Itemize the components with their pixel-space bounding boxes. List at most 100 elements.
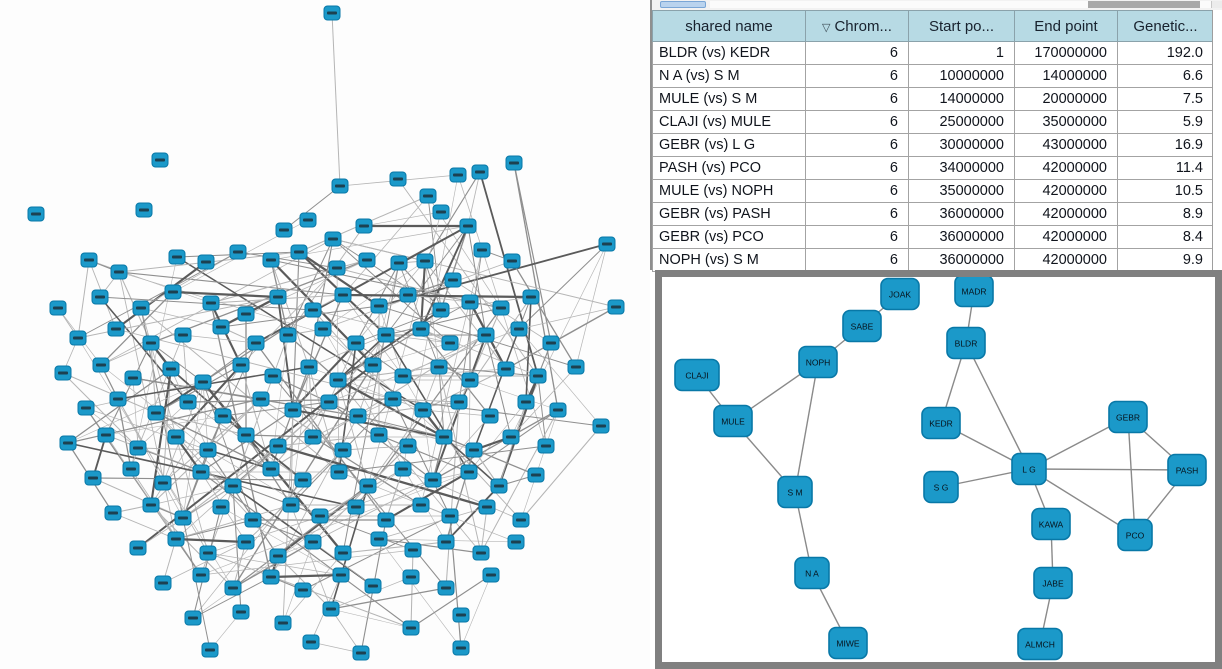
cell-shared-name[interactable]: MULE (vs) NOPH	[652, 179, 806, 203]
cell-shared-name[interactable]: GEBR (vs) PASH	[652, 202, 806, 226]
cell-value[interactable]: 35000000	[1014, 110, 1118, 134]
table-row[interactable]: GEBR (vs) PCO 6 36000000 42000000 8.4	[652, 225, 1214, 249]
column-header-start-po---[interactable]: Start po...	[908, 10, 1015, 42]
table-row[interactable]: GEBR (vs) L G 6 30000000 43000000 16.9	[652, 133, 1214, 157]
cell-shared-name[interactable]: N A (vs) S M	[652, 64, 806, 88]
network-node-mule[interactable]: MULE	[713, 404, 753, 438]
cell-value[interactable]: 42000000	[1014, 179, 1118, 203]
network-edge	[467, 171, 481, 227]
cell-value[interactable]: 10.5	[1117, 179, 1214, 203]
cell-value[interactable]: 9.9	[1117, 248, 1214, 272]
node-label	[201, 260, 211, 264]
cell-value[interactable]: 6	[805, 41, 909, 65]
cell-value[interactable]: 11.4	[1117, 156, 1214, 180]
table-row[interactable]: NOPH (vs) S M 6 36000000 42000000 9.9	[652, 248, 1214, 272]
network-node-sm[interactable]: S M	[777, 475, 813, 509]
network-node-jabe[interactable]: JABE	[1033, 566, 1073, 600]
node-label	[139, 208, 149, 212]
cell-value[interactable]: 42000000	[1014, 156, 1118, 180]
network-node-kawa[interactable]: KAWA	[1031, 507, 1071, 541]
cell-value[interactable]: 35000000	[908, 179, 1015, 203]
filter-icon[interactable]: ▽	[822, 21, 831, 34]
cell-value[interactable]: 42000000	[1014, 202, 1118, 226]
column-header-end-point[interactable]: End point	[1014, 10, 1118, 42]
cell-value[interactable]: 6	[805, 87, 909, 111]
network-node-miwe[interactable]: MIWE	[828, 626, 868, 660]
table-row[interactable]: MULE (vs) NOPH 6 35000000 42000000 10.5	[652, 179, 1214, 203]
table-row[interactable]: N A (vs) S M 6 10000000 14000000 6.6	[652, 64, 1214, 88]
scrollbar-thumb-gray[interactable]	[1088, 1, 1200, 8]
main-network-canvas[interactable]	[0, 0, 650, 669]
table-row[interactable]: PASH (vs) PCO 6 34000000 42000000 11.4	[652, 156, 1214, 180]
cell-value[interactable]: 30000000	[908, 133, 1015, 157]
table-row[interactable]: MULE (vs) S M 6 14000000 20000000 7.5	[652, 87, 1214, 111]
network-node-almch[interactable]: ALMCH	[1017, 627, 1063, 661]
network-node-joak[interactable]: JOAK	[880, 277, 920, 311]
cell-shared-name[interactable]: NOPH (vs) S M	[652, 248, 806, 272]
network-node-sabe[interactable]: SABE	[842, 309, 882, 343]
cell-value[interactable]: 6	[805, 133, 909, 157]
cell-value[interactable]: 14000000	[1014, 64, 1118, 88]
scrollbar-thumb-blue[interactable]	[660, 1, 706, 8]
cell-value[interactable]: 6	[805, 202, 909, 226]
cell-value[interactable]: 20000000	[1014, 87, 1118, 111]
network-node-pco[interactable]: PCO	[1117, 518, 1153, 552]
node-label	[465, 300, 475, 304]
cell-value[interactable]: 36000000	[908, 202, 1015, 226]
cell-value[interactable]: 10000000	[908, 64, 1015, 88]
cell-value[interactable]: 170000000	[1014, 41, 1118, 65]
network-node-claji[interactable]: CLAJI	[674, 358, 720, 392]
network-node-na[interactable]: N A	[794, 556, 830, 590]
cell-value[interactable]: 42000000	[1014, 248, 1118, 272]
cell-value[interactable]: 1	[908, 41, 1015, 65]
cell-value[interactable]: 5.9	[1117, 110, 1214, 134]
cell-value[interactable]: 6.6	[1117, 64, 1214, 88]
node-label: KAWA	[1039, 520, 1064, 530]
table-row[interactable]: CLAJI (vs) MULE 6 25000000 35000000 5.9	[652, 110, 1214, 134]
cell-shared-name[interactable]: BLDR (vs) KEDR	[652, 41, 806, 65]
cell-value[interactable]: 6	[805, 248, 909, 272]
cell-value[interactable]: 7.5	[1117, 87, 1214, 111]
cell-value[interactable]: 6	[805, 179, 909, 203]
cell-value[interactable]: 36000000	[908, 225, 1015, 249]
cell-value[interactable]: 6	[805, 110, 909, 134]
scrollbar-track[interactable]	[710, 1, 1212, 8]
cell-value[interactable]: 8.9	[1117, 202, 1214, 226]
network-node-sg[interactable]: S G	[923, 470, 959, 504]
cell-value[interactable]: 14000000	[908, 87, 1015, 111]
cell-value[interactable]: 42000000	[1014, 225, 1118, 249]
table-row[interactable]: GEBR (vs) PASH 6 36000000 42000000 8.9	[652, 202, 1214, 226]
column-header-chrom---[interactable]: ▽ Chrom...	[805, 10, 909, 42]
subnetwork-canvas-area[interactable]: JOAK MADR SABE BLDR NOPH CLAJI MULE KEDR GEBR L G…	[662, 277, 1215, 662]
cell-value[interactable]: 192.0	[1117, 41, 1214, 65]
cell-value[interactable]: 16.9	[1117, 133, 1214, 157]
cell-shared-name[interactable]: CLAJI (vs) MULE	[652, 110, 806, 134]
cell-value[interactable]: 36000000	[908, 248, 1015, 272]
network-node-lg[interactable]: L G	[1011, 452, 1047, 486]
cell-shared-name[interactable]: GEBR (vs) L G	[652, 133, 806, 157]
main-network-panel[interactable]	[0, 0, 650, 669]
network-node-pash[interactable]: PASH	[1167, 453, 1207, 487]
network-node-madr[interactable]: MADR	[954, 277, 994, 308]
network-node-bldr[interactable]: BLDR	[946, 326, 986, 360]
network-node-kedr[interactable]: KEDR	[921, 406, 961, 440]
cell-value[interactable]: 25000000	[908, 110, 1015, 134]
network-edge	[137, 447, 414, 551]
network-node-gebr[interactable]: GEBR	[1108, 400, 1148, 434]
table-row[interactable]: BLDR (vs) KEDR 6 1 170000000 192.0	[652, 41, 1214, 65]
subnetwork-canvas[interactable]: JOAK MADR SABE BLDR NOPH CLAJI MULE KEDR GEBR L G…	[662, 277, 1215, 662]
cell-value[interactable]: 8.4	[1117, 225, 1214, 249]
cell-value[interactable]: 6	[805, 156, 909, 180]
column-header-shared-name[interactable]: shared name	[652, 10, 806, 42]
column-header-genetic---[interactable]: Genetic...	[1117, 10, 1214, 42]
cell-value[interactable]: 6	[805, 225, 909, 249]
cell-value[interactable]: 6	[805, 64, 909, 88]
cell-shared-name[interactable]: PASH (vs) PCO	[652, 156, 806, 180]
cell-shared-name[interactable]: MULE (vs) S M	[652, 87, 806, 111]
cell-shared-name[interactable]: GEBR (vs) PCO	[652, 225, 806, 249]
network-node-noph[interactable]: NOPH	[798, 345, 838, 379]
network-edge	[422, 409, 434, 481]
cell-value[interactable]: 34000000	[908, 156, 1015, 180]
cell-value[interactable]: 43000000	[1014, 133, 1118, 157]
node-label	[463, 224, 473, 228]
